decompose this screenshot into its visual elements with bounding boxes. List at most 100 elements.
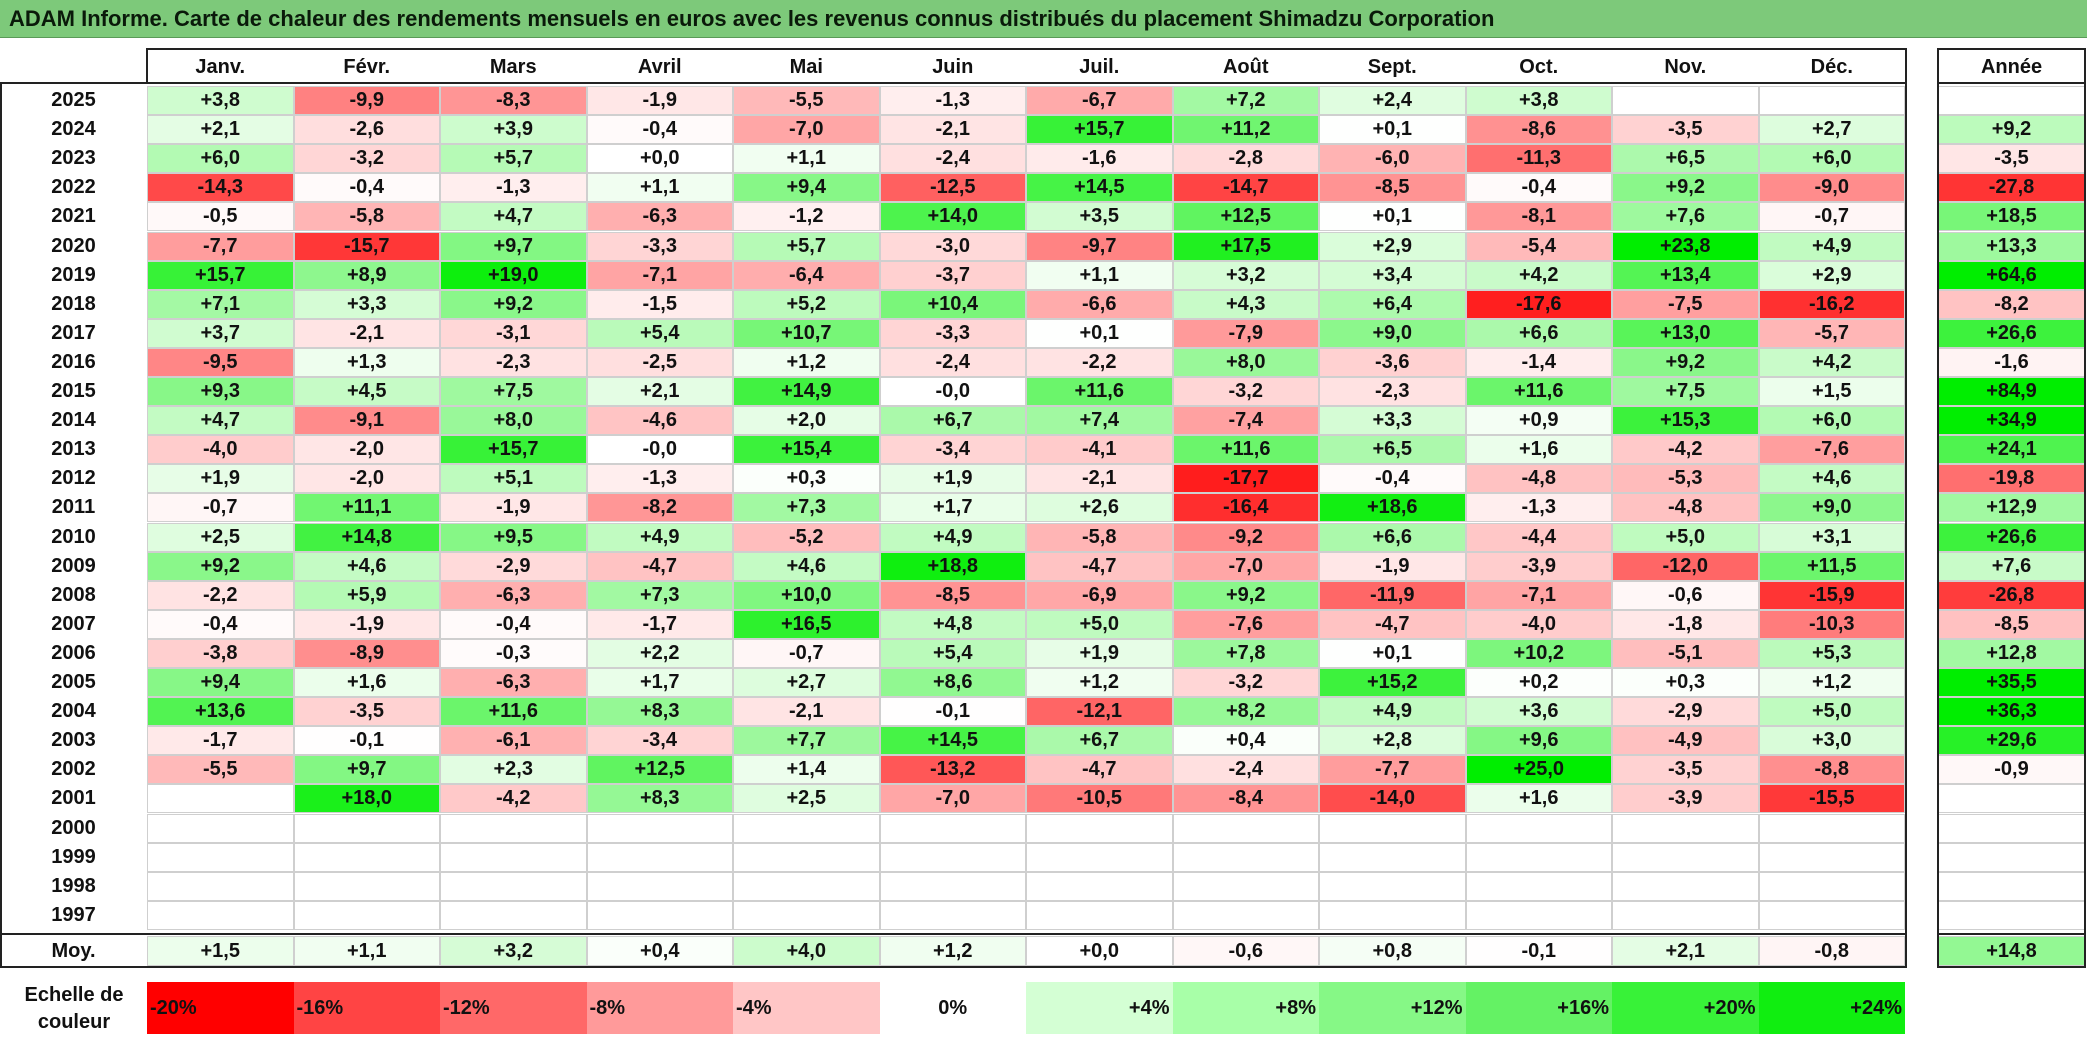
column-header: Févr. (343, 55, 391, 78)
heatmap-cell: -2,4 (1172, 755, 1319, 785)
heatmap-cell: -2,1 (1026, 464, 1173, 494)
heatmap-cell: -8,8 (1758, 755, 1905, 785)
heatmap-cell: +25,0 (1465, 755, 1612, 785)
heatmap-cell (1319, 842, 1466, 872)
average-cell: +0,8 (1319, 936, 1466, 966)
heatmap-cell: -8,4 (1172, 784, 1319, 814)
heatmap-cell: -10,5 (1026, 784, 1173, 814)
heatmap-cell: -8,9 (293, 638, 440, 668)
heatmap-cell: -8,3 (440, 86, 587, 116)
row-year-label: 2018 (51, 292, 96, 315)
heatmap-cell (1758, 871, 1905, 901)
heatmap-cell: +1,2 (1758, 668, 1905, 698)
heatmap-cell: -11,9 (1319, 580, 1466, 610)
annual-cell: -19,8 (1938, 464, 2085, 494)
heatmap-cell (586, 842, 733, 872)
heatmap-cell: -9,5 (147, 347, 294, 377)
annual-cell: +13,3 (1938, 231, 2085, 261)
annual-cell: -1,6 (1938, 347, 2085, 377)
annual-cell: +26,6 (1938, 522, 2085, 552)
heatmap-cell: -3,7 (879, 260, 1026, 290)
heatmap-cell: +9,2 (1612, 347, 1759, 377)
annual-cell: +12,9 (1938, 493, 2085, 523)
heatmap-cell: -3,9 (1465, 551, 1612, 581)
heatmap-cell: +6,5 (1612, 144, 1759, 174)
legend-swatch: +24% (1758, 982, 1905, 1034)
heatmap-cell: -2,4 (879, 144, 1026, 174)
row-year-label: 2014 (51, 409, 96, 432)
heatmap-cell: -13,2 (879, 755, 1026, 785)
heatmap-cell: -3,3 (879, 318, 1026, 348)
heatmap-cell: +4,5 (293, 377, 440, 407)
annual-cell: -27,8 (1938, 173, 2085, 203)
heatmap-cell: +3,7 (147, 318, 294, 348)
heatmap-cell: -2,0 (293, 435, 440, 465)
annual-cell: +24,1 (1938, 435, 2085, 465)
heatmap-cell: -4,9 (1612, 726, 1759, 756)
heatmap-cell: -8,5 (1319, 173, 1466, 203)
heatmap-cell: +4,3 (1172, 289, 1319, 319)
heatmap-cell: -0,1 (293, 726, 440, 756)
row-year-label: 1998 (51, 874, 96, 897)
heatmap-cell: -7,4 (1172, 406, 1319, 436)
row-year-label: 2022 (51, 176, 96, 199)
heatmap-cell: -1,3 (879, 86, 1026, 116)
heatmap-cell: +11,5 (1758, 551, 1905, 581)
heatmap-cell (586, 900, 733, 930)
average-cell: -0,6 (1172, 936, 1319, 966)
heatmap-cell: -2,8 (1172, 144, 1319, 174)
average-row-label: Moy. (51, 939, 96, 962)
heatmap-cell: +1,1 (733, 144, 880, 174)
heatmap-cell: +1,6 (1465, 784, 1612, 814)
heatmap-cell: -9,2 (1172, 522, 1319, 552)
heatmap-cell: +5,1 (440, 464, 587, 494)
heatmap-cell: +3,1 (1758, 522, 1905, 552)
heatmap-cell: +5,4 (586, 318, 733, 348)
heatmap-cell: +7,7 (733, 726, 880, 756)
heatmap-cell: +2,4 (1319, 86, 1466, 116)
heatmap-cell: +7,2 (1172, 86, 1319, 116)
heatmap-cell: -2,3 (440, 347, 587, 377)
annual-cell (1938, 86, 2085, 116)
heatmap-cell: -6,9 (1026, 580, 1173, 610)
heatmap-cell: +1,4 (733, 755, 880, 785)
heatmap-cell (879, 842, 1026, 872)
heatmap-cell: +1,2 (1026, 668, 1173, 698)
heatmap-cell (733, 813, 880, 843)
heatmap-cell: -16,2 (1758, 289, 1905, 319)
annual-cell (1938, 871, 2085, 901)
heatmap-cell (1758, 900, 1905, 930)
heatmap-cell: +8,6 (879, 668, 1026, 698)
heatmap-cell (1758, 813, 1905, 843)
row-year-label: 2001 (51, 787, 96, 810)
heatmap-cell: +0,3 (733, 464, 880, 494)
row-year-label: 2004 (51, 700, 96, 723)
heatmap-cell: +15,3 (1612, 406, 1759, 436)
heatmap-cell: +2,5 (733, 784, 880, 814)
heatmap-cell: -0,4 (1319, 464, 1466, 494)
heatmap-cell: -8,6 (1465, 115, 1612, 145)
row-year-label: 2003 (51, 729, 96, 752)
heatmap-cell: +10,0 (733, 580, 880, 610)
heatmap-cell: +4,9 (586, 522, 733, 552)
heatmap-cell: -1,7 (147, 726, 294, 756)
heatmap-cell (586, 813, 733, 843)
legend-swatch: +16% (1465, 982, 1612, 1034)
row-year-label: 2002 (51, 758, 96, 781)
row-year-label: 1999 (51, 845, 96, 868)
heatmap-cell: -7,9 (1172, 318, 1319, 348)
heatmap-cell (1026, 900, 1173, 930)
heatmap-cell: -2,1 (733, 697, 880, 727)
heatmap-cell (440, 842, 587, 872)
heatmap-cell: +1,6 (1465, 435, 1612, 465)
heatmap-cell: +6,0 (147, 144, 294, 174)
heatmap-cell: -0,3 (440, 638, 587, 668)
average-separator-year (1937, 933, 2086, 935)
row-year-label: 2010 (51, 525, 96, 548)
heatmap-cell: -6,7 (1026, 86, 1173, 116)
heatmap-cell: +8,3 (586, 784, 733, 814)
heatmap-cell: -3,0 (879, 231, 1026, 261)
annual-cell: +26,6 (1938, 318, 2085, 348)
column-header: Déc. (1810, 55, 1853, 78)
heatmap-cell: +3,5 (1026, 202, 1173, 232)
